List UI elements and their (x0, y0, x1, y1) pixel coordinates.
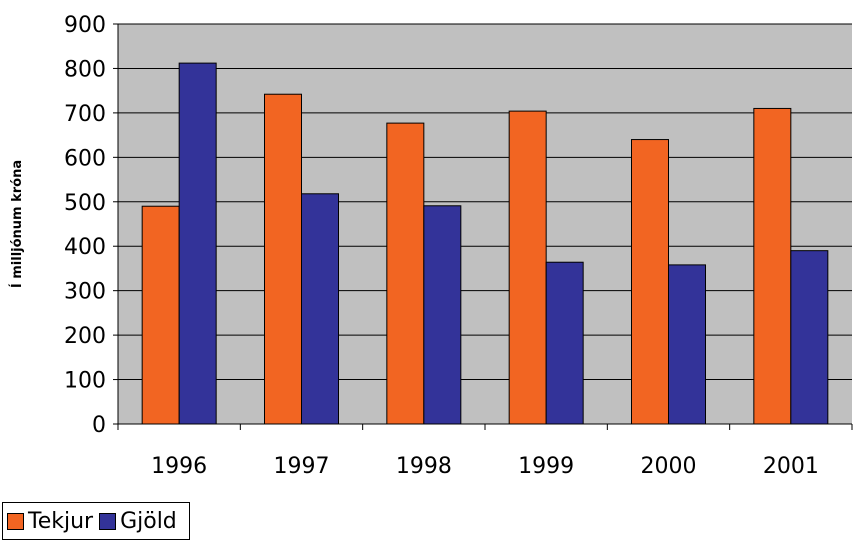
legend-label: Gjöld (120, 508, 177, 534)
y-tick-label: 0 (92, 413, 106, 438)
x-tick-labels: 1996 1997 1998 1999 2000 2001 (151, 454, 819, 479)
x-tick-label: 1999 (518, 454, 574, 479)
y-tick-label: 300 (64, 280, 106, 305)
y-tick-label: 600 (64, 146, 106, 171)
bar-gjöld-2001 (790, 250, 829, 425)
bar-gjöld-1997 (301, 193, 339, 425)
x-tick-label: 1998 (396, 454, 452, 479)
x-tick-label: 2000 (641, 454, 697, 479)
plot-area (118, 24, 852, 424)
legend-item-tekjur: Tekjur (7, 509, 93, 534)
bar-tekjur-1999 (508, 110, 547, 425)
bar-gjöld-2000 (668, 264, 706, 425)
x-tick-label: 1996 (151, 454, 207, 479)
y-tick-label: 500 (64, 191, 106, 216)
bars (141, 62, 829, 425)
bar-tekjur-1998 (386, 122, 425, 425)
bar-gjöld-1998 (423, 205, 462, 425)
y-tick-label: 900 (64, 13, 106, 38)
x-tick-label: 2001 (763, 454, 819, 479)
y-tick-label: 400 (64, 235, 106, 260)
y-tick-label: 800 (64, 57, 106, 82)
x-tick-label: 1997 (274, 454, 330, 479)
bar-tekjur-2000 (631, 139, 669, 425)
y-tick-label: 200 (64, 324, 106, 349)
y-tick-label: 700 (64, 102, 106, 127)
bar-tekjur-1996 (141, 205, 180, 425)
y-tick-label: 100 (64, 369, 106, 394)
bar-gjöld-1999 (545, 261, 584, 425)
y-tick-labels: 0 100 200 300 400 500 600 700 800 900 (64, 13, 106, 438)
bar-gjöld-1996 (178, 62, 217, 425)
legend: Tekjur Gjöld (2, 502, 190, 540)
legend-swatch (7, 512, 24, 530)
legend-label: Tekjur (28, 508, 94, 534)
legend-item-gjöld: Gjöld (99, 509, 177, 534)
bar-tekjur-1997 (264, 93, 302, 425)
y-axis-label: Í milljónum króna (9, 160, 25, 288)
axes (113, 23, 853, 430)
gridlines (118, 23, 852, 381)
legend-swatch (99, 512, 117, 530)
bar-tekjur-2001 (753, 107, 792, 425)
